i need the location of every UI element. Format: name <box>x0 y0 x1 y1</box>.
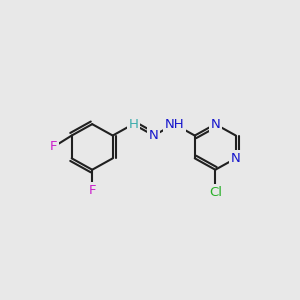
Text: N: N <box>231 152 241 165</box>
Text: N: N <box>210 118 220 130</box>
Text: N: N <box>149 129 159 142</box>
Text: F: F <box>50 140 57 153</box>
Text: Cl: Cl <box>209 186 222 199</box>
Text: NH: NH <box>164 118 184 130</box>
Text: H: H <box>128 118 138 130</box>
Text: F: F <box>88 184 96 197</box>
